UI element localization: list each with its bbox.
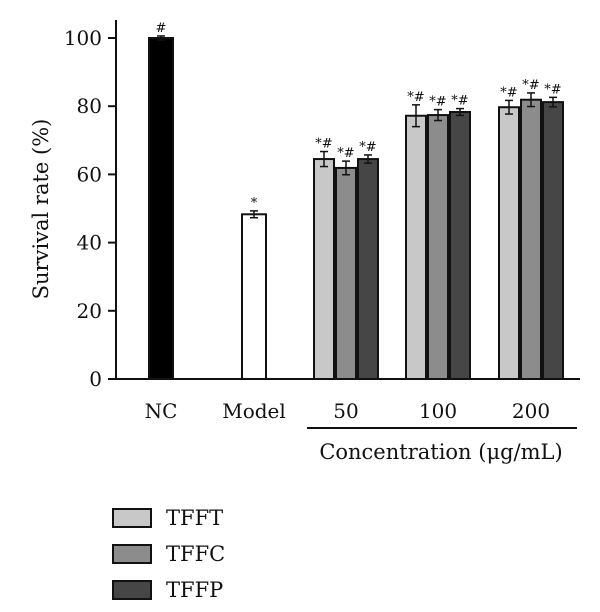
legend: TFFT TFFC TFFP — [112, 500, 225, 608]
significance-mark: *# — [359, 140, 376, 155]
legend-label-tffc: TFFC — [166, 542, 225, 566]
bar — [428, 115, 448, 379]
legend-swatch-tfft — [112, 508, 152, 528]
legend-item-tfft: TFFT — [112, 500, 225, 536]
bar — [499, 107, 519, 379]
y-tick-label: 0 — [89, 367, 102, 391]
legend-swatch-tffc — [112, 544, 152, 564]
bar — [149, 38, 173, 379]
significance-mark: *# — [407, 90, 424, 105]
x-tick-label: Model — [222, 399, 286, 423]
significance-mark: *# — [544, 82, 561, 97]
significance-mark: *# — [337, 146, 354, 161]
y-axis-title: Survival rate (%) — [29, 119, 53, 300]
significance-mark: * — [251, 196, 258, 211]
legend-label-tfft: TFFT — [166, 506, 223, 530]
legend-label-tffp: TFFP — [166, 578, 223, 602]
significance-mark: *# — [522, 78, 539, 93]
bar — [336, 168, 356, 379]
bar — [543, 102, 563, 379]
bar — [314, 159, 334, 379]
bar — [450, 112, 470, 379]
y-tick-label: 60 — [77, 162, 102, 186]
survival-rate-chart: Survival rate (%) Concentration (μg/mL) … — [0, 0, 600, 480]
significance-mark: *# — [315, 137, 332, 152]
bar — [358, 159, 378, 379]
x-tick-label: 200 — [512, 399, 550, 423]
group-axis-title: Concentration (μg/mL) — [319, 440, 562, 464]
significance-mark: *# — [451, 94, 468, 109]
significance-mark: *# — [429, 95, 446, 110]
y-tick-label: 40 — [77, 231, 102, 255]
x-tick-label: 100 — [419, 399, 457, 423]
legend-item-tffp: TFFP — [112, 572, 225, 608]
bar — [406, 116, 426, 379]
x-tick-label: NC — [145, 399, 178, 423]
legend-item-tffc: TFFC — [112, 536, 225, 572]
bar — [521, 100, 541, 379]
x-tick-label: 50 — [333, 399, 358, 423]
y-tick-label: 100 — [64, 26, 102, 50]
y-tick-label: 80 — [77, 94, 102, 118]
bar — [242, 214, 266, 379]
legend-swatch-tffp — [112, 580, 152, 600]
significance-mark: *# — [500, 85, 517, 100]
significance-mark: # — [156, 21, 167, 36]
y-tick-label: 20 — [77, 299, 102, 323]
